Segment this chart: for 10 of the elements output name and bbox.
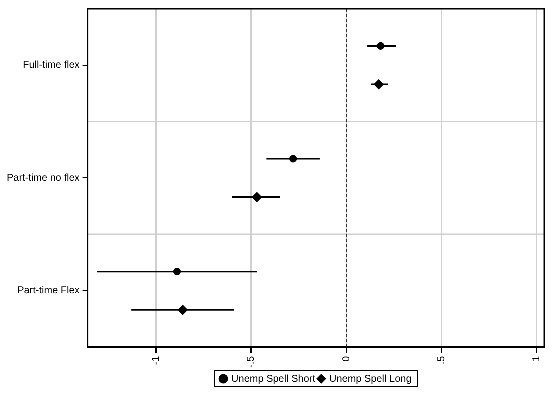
- y-tick-label: Part-time no flex: [6, 172, 80, 184]
- legend-label: Unemp Spell Short: [232, 374, 316, 385]
- x-tick-label: 1: [532, 356, 543, 362]
- x-tick-label: -1: [151, 356, 162, 366]
- legend-label: Unemp Spell Long: [329, 374, 412, 385]
- x-tick-label: 0: [341, 356, 352, 362]
- x-tick-label: -.5: [246, 356, 258, 368]
- x-tick-label: .5: [436, 356, 448, 365]
- y-tick-label: Full-time flex: [23, 60, 80, 72]
- y-tick-label: Part-time Flex: [18, 286, 80, 297]
